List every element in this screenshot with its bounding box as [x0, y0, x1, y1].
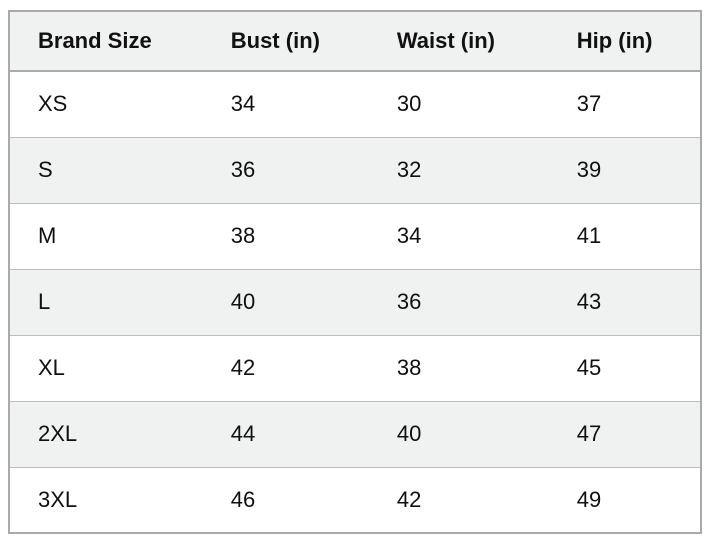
- cell-bust: 38: [230, 223, 256, 248]
- cell-bust: 46: [230, 486, 256, 512]
- column-header-hip: Hip (in): [576, 28, 653, 53]
- table-row-xs: XS 34 30 37: [9, 71, 701, 137]
- cell-bust: 40: [230, 289, 256, 314]
- table-row-xl: XL 42 38 45: [9, 335, 701, 401]
- cell-hip: 41: [576, 223, 602, 248]
- table-row-s: S 36 32 39: [9, 137, 701, 203]
- cell-waist: 30: [396, 91, 422, 117]
- cell-bust: 44: [230, 421, 256, 446]
- column-header-bust: Bust (in): [230, 28, 320, 53]
- cell-brand-size: L: [38, 289, 51, 314]
- cell-brand-size: 2XL: [38, 421, 78, 446]
- table-row-2xl: 2XL 44 40 47: [9, 401, 701, 467]
- cell-brand-size: S: [38, 157, 53, 182]
- cell-hip: 47: [576, 421, 602, 446]
- cell-waist: 42: [396, 486, 422, 512]
- table-header-row: Brand Size Bust (in) Waist (in) Hip (in): [9, 11, 701, 71]
- column-header-waist: Waist (in): [396, 28, 496, 53]
- cell-hip: 37: [576, 91, 602, 117]
- cell-hip: 45: [576, 355, 602, 380]
- cell-brand-size: XS: [38, 91, 68, 117]
- cell-waist: 36: [396, 289, 422, 314]
- cell-brand-size: 3XL: [38, 486, 78, 512]
- cell-waist: 38: [396, 355, 422, 380]
- cell-hip: 39: [576, 157, 602, 182]
- cell-hip: 43: [576, 289, 602, 314]
- cell-bust: 34: [230, 91, 256, 117]
- table-row-3xl: 3XL 46 42 49: [9, 467, 701, 533]
- cell-bust: 36: [230, 157, 256, 182]
- size-chart-table: Brand Size Bust (in) Waist (in) Hip (in)…: [8, 10, 702, 534]
- cell-bust: 42: [230, 355, 256, 380]
- cell-waist: 32: [396, 157, 422, 182]
- column-header-brand-size: Brand Size: [38, 28, 152, 53]
- cell-waist: 34: [396, 223, 422, 248]
- cell-hip: 49: [576, 486, 602, 512]
- cell-brand-size: M: [38, 223, 57, 248]
- table-row-l: L 40 36 43: [9, 269, 701, 335]
- table-row-m: M 38 34 41: [9, 203, 701, 269]
- cell-brand-size: XL: [38, 355, 65, 380]
- cell-waist: 40: [396, 421, 422, 446]
